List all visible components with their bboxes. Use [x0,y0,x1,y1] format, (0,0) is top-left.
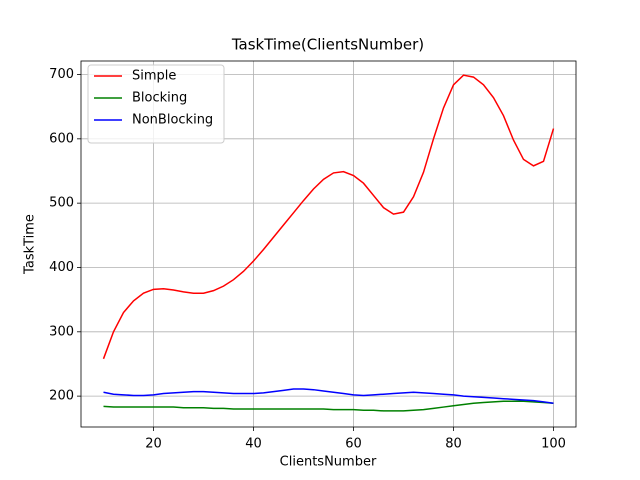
x-tick-label: 20 [145,437,162,452]
y-tick-label: 400 [49,260,74,275]
y-tick-label: 600 [49,131,74,146]
y-tick-label: 300 [49,324,74,339]
y-tick-label: 200 [49,389,74,404]
legend-box [87,64,225,144]
y-axis-label: TaskTime [23,214,38,275]
y-tick-label: 500 [49,196,74,211]
x-axis-label: ClientsNumber [280,455,377,470]
legend-label: NonBlocking [132,113,213,128]
y-tick-label: 700 [49,67,74,82]
legend-label: Blocking [132,91,187,106]
x-tick-label: 100 [541,437,566,452]
series-line [102,74,555,360]
x-tick-label: 60 [345,437,362,452]
chart-title: TaskTime(ClientsNumber) [231,36,424,54]
plot-frame [80,60,577,428]
legend-label: Simple [132,69,176,84]
series-line [103,400,554,412]
series-line [103,388,554,404]
x-tick-label: 40 [245,437,262,452]
x-tick-label: 80 [445,437,462,452]
